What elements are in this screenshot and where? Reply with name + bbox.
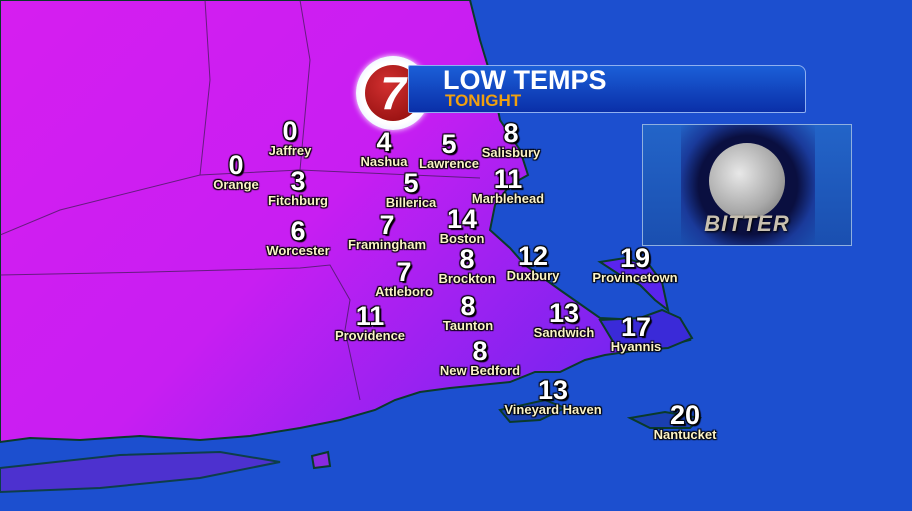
city-name: Billerica: [385, 195, 437, 210]
temp-value: 11: [355, 301, 385, 331]
cape-cod: [598, 308, 694, 352]
city-fitchburg: 3 Fitchburg: [268, 168, 328, 208]
temp-value: 12: [517, 241, 549, 271]
city-hyannis: 17 Hyannis: [611, 314, 662, 354]
inset-label: BITTER: [704, 211, 790, 236]
city-name: Provincetown: [592, 270, 678, 285]
page-title: LOW TEMPS: [443, 65, 607, 95]
city-name: Providence: [334, 328, 406, 343]
city-providence: 11 Providence: [335, 303, 405, 343]
city-brockton: 8 Brockton: [438, 246, 495, 286]
city-nantucket: 20 Nantucket: [654, 402, 717, 442]
city-new-bedford: 8 New Bedford: [440, 338, 520, 378]
city-name: Lawrence: [419, 156, 479, 171]
city-duxbury: 12 Duxbury: [507, 243, 560, 283]
city-boston: 14 Boston: [440, 206, 485, 246]
city-attleboro: 7 Attleboro: [375, 259, 433, 299]
block-island: [310, 450, 332, 470]
city-name: Salisbury: [481, 145, 541, 160]
temp-value: 4: [376, 127, 392, 157]
city-name: Boston: [439, 231, 485, 246]
city-name: Worcester: [266, 243, 330, 258]
borders: [0, 0, 481, 401]
temp-value: 6: [290, 216, 306, 246]
temp-value: 0: [228, 150, 244, 180]
city-name: New Bedford: [439, 363, 521, 378]
temp-value: 3: [290, 166, 306, 196]
temp-value: 7: [396, 257, 412, 287]
temp-value: 8: [472, 336, 488, 366]
temp-value: 5: [441, 129, 457, 159]
city-name: Nashua: [360, 154, 408, 169]
city-name: Taunton: [442, 318, 494, 333]
temp-value: 5: [403, 168, 419, 198]
nantucket: [626, 410, 703, 429]
city-name: Attleboro: [375, 284, 433, 299]
city-name: Fitchburg: [268, 193, 328, 208]
full-moon-icon: [709, 143, 785, 219]
city-name: Duxbury: [506, 268, 560, 283]
city-marblehead: 11 Marblehead: [472, 166, 544, 206]
temp-value: 13: [537, 375, 569, 405]
city-name: Sandwich: [533, 325, 595, 340]
provincetown-tip: [597, 256, 670, 313]
city-salisbury: 8 Salisbury: [482, 120, 541, 160]
page-subtitle: TONIGHT: [445, 91, 522, 110]
city-provincetown: 19 Provincetown: [592, 245, 677, 285]
temp-value: 17: [620, 312, 652, 342]
city-name: Framingham: [347, 237, 427, 252]
city-name: Hyannis: [610, 339, 662, 354]
city-name: Vineyard Haven: [504, 402, 602, 417]
title-banner: LOW TEMPS TONIGHT: [408, 65, 806, 113]
temp-value: 0: [282, 116, 298, 146]
temp-value: 8: [503, 118, 519, 148]
city-lawrence: 5 Lawrence: [419, 131, 479, 171]
temp-value: 8: [459, 244, 475, 274]
city-name: Jaffrey: [268, 143, 312, 158]
logo-text: 7: [380, 67, 406, 119]
city-name: Marblehead: [471, 191, 545, 206]
city-orange: 0 Orange: [213, 152, 259, 192]
city-name: Orange: [213, 177, 259, 192]
city-name: Brockton: [438, 271, 496, 286]
city-vineyard-haven: 13 Vineyard Haven: [504, 377, 601, 417]
temp-value: 13: [548, 298, 580, 328]
city-taunton: 8 Taunton: [443, 293, 493, 333]
city-name: Nantucket: [653, 427, 717, 442]
temp-value: 14: [446, 204, 478, 234]
city-nashua: 4 Nashua: [361, 129, 408, 169]
city-sandwich: 13 Sandwich: [534, 300, 595, 340]
temp-value: 19: [619, 243, 651, 273]
city-framingham: 7 Framingham: [348, 212, 426, 252]
long-island: [0, 450, 281, 494]
temp-value: 8: [460, 291, 476, 321]
bitter-inset: BITTER: [642, 124, 852, 246]
city-worcester: 6 Worcester: [266, 218, 329, 258]
temp-value: 11: [493, 164, 523, 194]
city-billerica: 5 Billerica: [386, 170, 437, 210]
city-jaffrey: 0 Jaffrey: [269, 118, 312, 158]
temp-value: 20: [669, 400, 701, 430]
temp-value: 7: [379, 210, 395, 240]
marthas-vineyard: [498, 398, 568, 424]
